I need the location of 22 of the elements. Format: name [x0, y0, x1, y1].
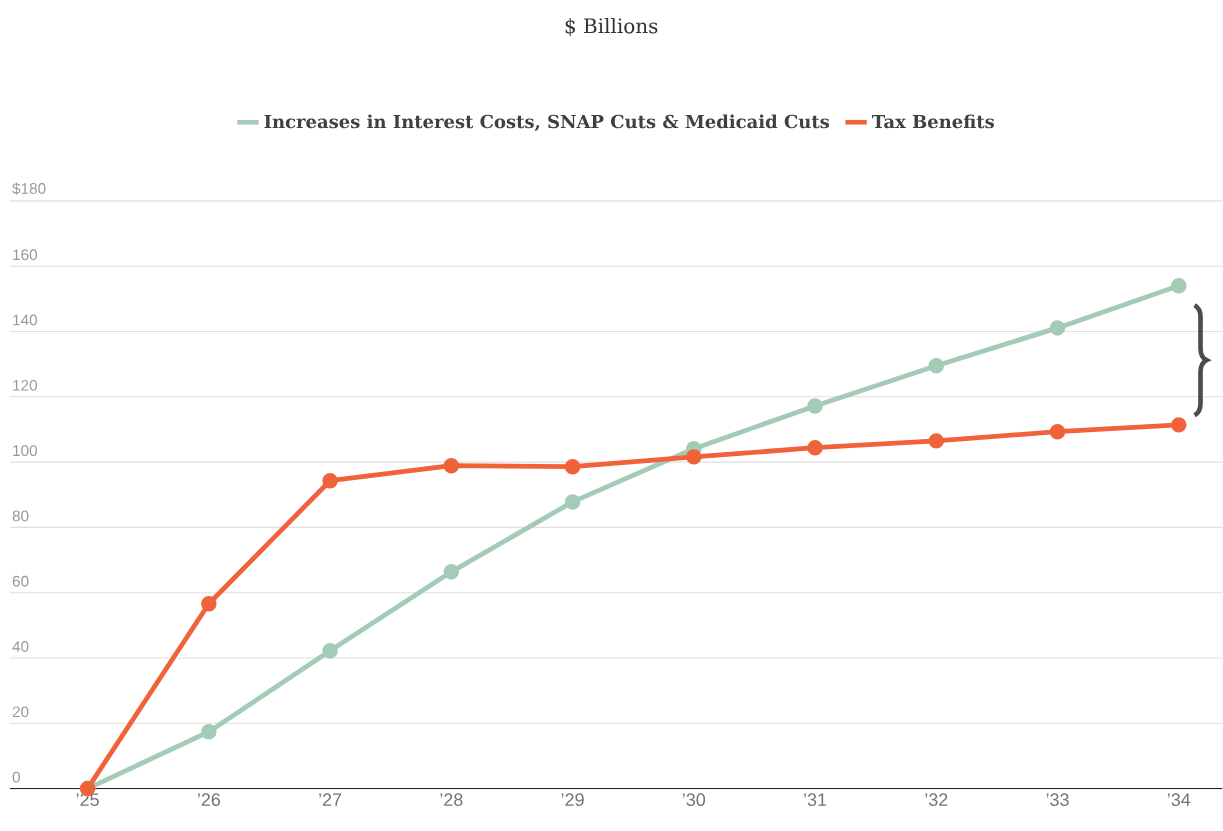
y-tick-label: 60	[12, 576, 29, 587]
x-tick-label: ’32	[925, 793, 948, 807]
y-tick-label: 160	[13, 249, 38, 261]
x-tick-label: ’30	[682, 793, 706, 807]
x-tick-label: ’31	[804, 793, 827, 807]
y-tick-label: 20	[12, 706, 29, 718]
legend-label: Increases in Interest Costs, SNAP Cuts & Medicaid Cuts	[264, 114, 830, 132]
legend-label: Tax Benefits	[871, 114, 994, 129]
x-tick-label: ’29	[561, 793, 584, 807]
x-tick-label: ’27	[319, 793, 342, 807]
y-tick-label: 40	[12, 641, 29, 653]
y-tick-label: $180	[12, 182, 46, 196]
y-tick-label: 80	[12, 510, 29, 522]
y-tick-label: 120	[13, 380, 38, 391]
chart-title: $ Billions	[565, 18, 658, 37]
x-tick-label: ’33	[1046, 793, 1069, 807]
x-tick-label: ’28	[440, 793, 463, 807]
y-tick-label: 140	[13, 314, 38, 326]
x-tick-label: ’34	[1167, 793, 1191, 807]
x-tick-label: ’26	[197, 793, 221, 807]
y-tick-label: 0	[12, 771, 20, 783]
y-tick-label: 100	[13, 445, 38, 457]
